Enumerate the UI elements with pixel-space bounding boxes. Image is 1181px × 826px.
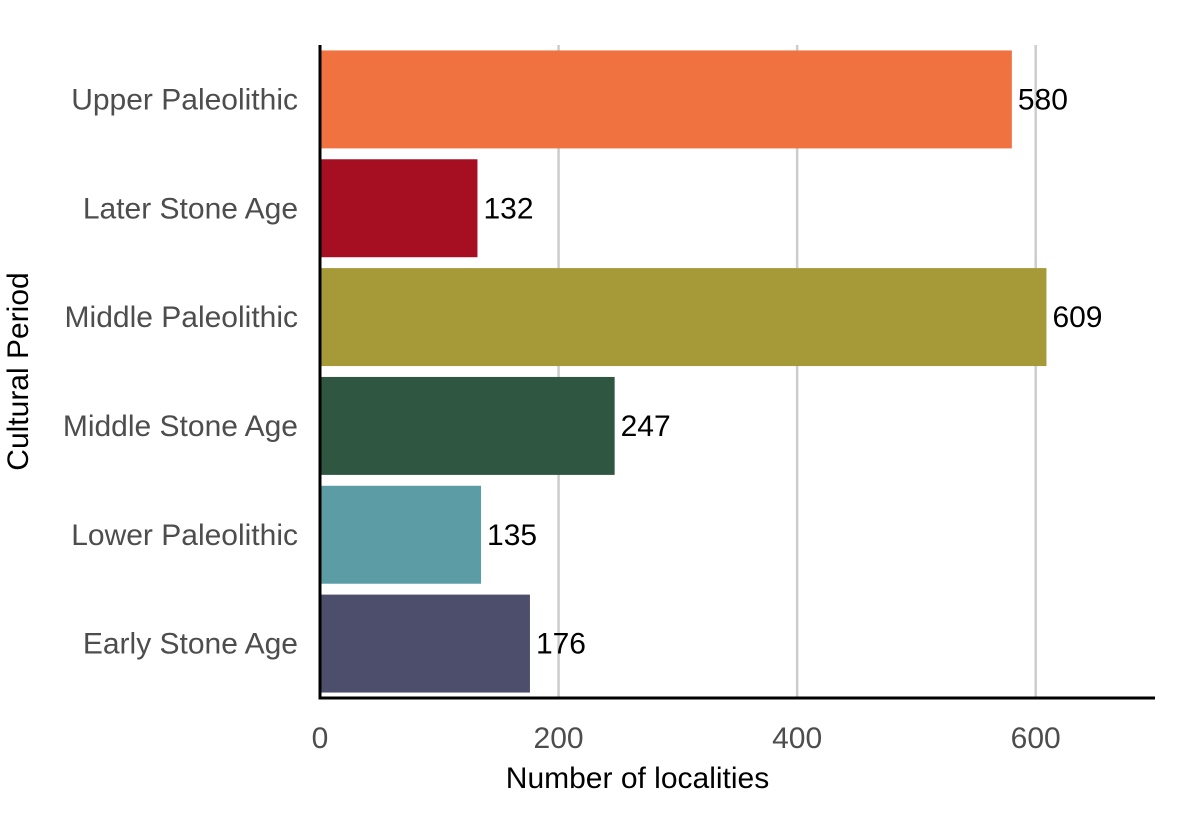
data-label: 135	[487, 519, 537, 552]
data-label: 247	[621, 410, 671, 443]
gridlines	[557, 45, 1037, 698]
bar	[320, 594, 530, 693]
bar	[320, 159, 478, 258]
bars	[320, 50, 1047, 693]
data-label: 609	[1052, 301, 1102, 334]
bar	[320, 376, 615, 475]
y-tick-label: Upper Paleolithic	[71, 83, 298, 116]
x-tick-label: 200	[534, 722, 584, 755]
y-tick-label: Middle Paleolithic	[65, 301, 298, 334]
x-tick-label: 600	[1011, 722, 1061, 755]
y-tick-label: Early Stone Age	[83, 628, 298, 661]
bar	[320, 50, 1012, 149]
x-tick-labels: 0 200 400 600	[312, 722, 1061, 755]
y-tick-label: Lower Paleolithic	[71, 519, 298, 552]
bar	[320, 485, 482, 584]
x-axis-label: Number of localities	[506, 762, 769, 795]
data-labels: 580 132 609 247 135 176	[483, 83, 1102, 660]
x-tick-label: 0	[312, 722, 329, 755]
y-tick-label: Later Stone Age	[83, 192, 298, 225]
x-tick-label: 400	[772, 722, 822, 755]
y-tick-label: Middle Stone Age	[63, 410, 298, 443]
y-axis-label: Cultural Period	[2, 272, 35, 470]
y-tick-labels: Upper Paleolithic Later Stone Age Middle P…	[63, 83, 298, 660]
data-label: 580	[1018, 83, 1068, 116]
bar	[320, 268, 1047, 367]
data-label: 176	[536, 628, 586, 661]
data-label: 132	[483, 192, 533, 225]
